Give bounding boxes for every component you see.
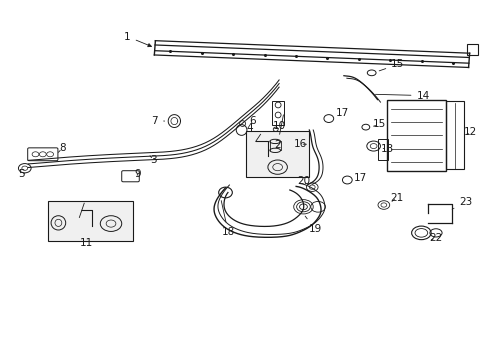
- Bar: [272, 102, 285, 125]
- Text: 12: 12: [464, 127, 477, 138]
- Text: 4: 4: [246, 123, 253, 133]
- Text: 9: 9: [134, 169, 141, 179]
- Text: 5: 5: [19, 169, 25, 179]
- Text: 23: 23: [452, 197, 473, 209]
- Text: 22: 22: [429, 233, 442, 243]
- Text: 13: 13: [380, 144, 393, 154]
- Bar: [48, 202, 133, 241]
- Bar: [378, 139, 388, 160]
- Bar: [387, 100, 446, 171]
- Text: 18: 18: [221, 201, 235, 237]
- Text: 20: 20: [297, 176, 311, 185]
- Text: 11: 11: [80, 238, 93, 248]
- Text: 10: 10: [273, 121, 286, 131]
- Text: 7: 7: [151, 116, 165, 126]
- Bar: [246, 131, 309, 177]
- Text: 8: 8: [58, 143, 66, 153]
- Text: 14: 14: [375, 91, 430, 100]
- Text: 17: 17: [354, 173, 368, 183]
- Bar: [446, 102, 464, 169]
- Text: 16: 16: [294, 139, 307, 149]
- Text: 2: 2: [274, 115, 283, 150]
- Text: 21: 21: [390, 193, 403, 203]
- Text: 19: 19: [305, 216, 321, 234]
- Text: 6: 6: [249, 116, 255, 126]
- Text: 3: 3: [150, 155, 157, 165]
- Text: 1: 1: [124, 32, 151, 47]
- Text: 15: 15: [379, 59, 404, 71]
- Text: 17: 17: [336, 108, 349, 118]
- Text: 15: 15: [373, 119, 386, 129]
- Bar: [467, 44, 478, 55]
